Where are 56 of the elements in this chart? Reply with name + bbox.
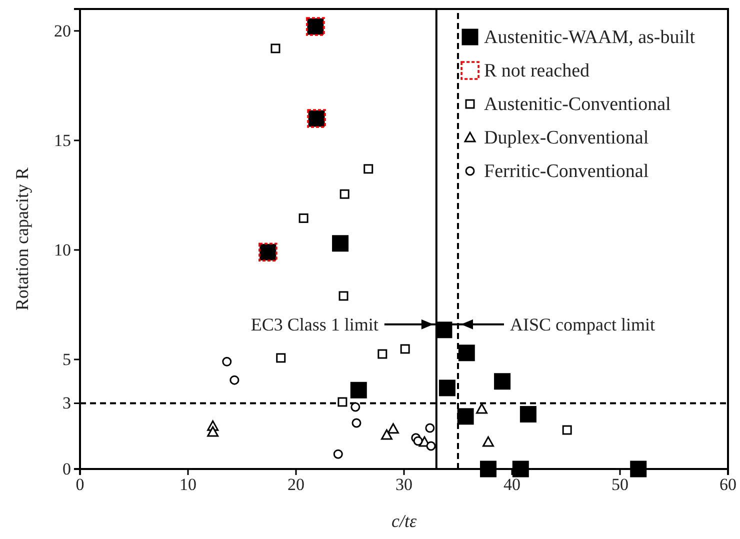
- point: [520, 406, 536, 422]
- point: [387, 423, 399, 434]
- point: [298, 213, 308, 223]
- y-tick-label: 10: [54, 240, 71, 260]
- point: [338, 397, 348, 407]
- y-tick-label: 5: [62, 350, 71, 369]
- point: [425, 423, 435, 433]
- point: [457, 408, 474, 425]
- y-tick-label: 15: [54, 130, 71, 150]
- point: [400, 344, 410, 354]
- point: [222, 356, 232, 366]
- point: [364, 164, 374, 174]
- legend-label: Austenitic-WAAM, as-built: [484, 27, 696, 48]
- y-tick-label: 0: [62, 459, 71, 478]
- point: [413, 436, 423, 446]
- point: [458, 344, 475, 362]
- point: [207, 426, 219, 437]
- point: [340, 189, 350, 199]
- x-tick-label: 20: [288, 475, 304, 494]
- x-tick-label: 0: [76, 475, 84, 494]
- point: [426, 441, 436, 451]
- y-tick-label: 20: [54, 21, 71, 40]
- legend-label: Ferritic-Conventional: [484, 161, 649, 182]
- legend-label: Duplex-Conventional: [484, 128, 649, 148]
- point: [332, 235, 349, 252]
- ref-line-label: AISC compact limit: [510, 314, 655, 334]
- x-tick-label: 60: [720, 475, 736, 494]
- y-axis-title: Rotation capacity R: [12, 168, 32, 310]
- y-tick-label: 3: [62, 394, 71, 413]
- point: [512, 460, 529, 478]
- point: [436, 322, 452, 338]
- point: [438, 380, 456, 396]
- point: [276, 353, 286, 363]
- point: [480, 460, 496, 478]
- point: [378, 349, 388, 359]
- point: [482, 436, 494, 447]
- point: [352, 418, 362, 428]
- legend-label: R not reached: [484, 60, 590, 82]
- point: [338, 291, 348, 301]
- point: [350, 402, 360, 412]
- x-tick-label: 50: [612, 475, 628, 494]
- x-axis-title: c/tε: [391, 511, 418, 531]
- point: [270, 44, 280, 54]
- ref-line-label: EC3 Class 1 limit: [250, 314, 378, 334]
- point: [350, 382, 367, 398]
- point: [380, 429, 392, 440]
- point: [333, 449, 343, 459]
- x-tick-label: 10: [180, 475, 196, 494]
- point: [562, 425, 572, 435]
- point: [494, 373, 511, 390]
- x-tick-label: 30: [396, 475, 412, 494]
- x-tick-label: 40: [504, 475, 520, 494]
- point: [476, 403, 488, 414]
- point: [630, 460, 647, 478]
- point: [230, 375, 240, 385]
- legend-label: Austenitic-Conventional: [484, 94, 671, 115]
